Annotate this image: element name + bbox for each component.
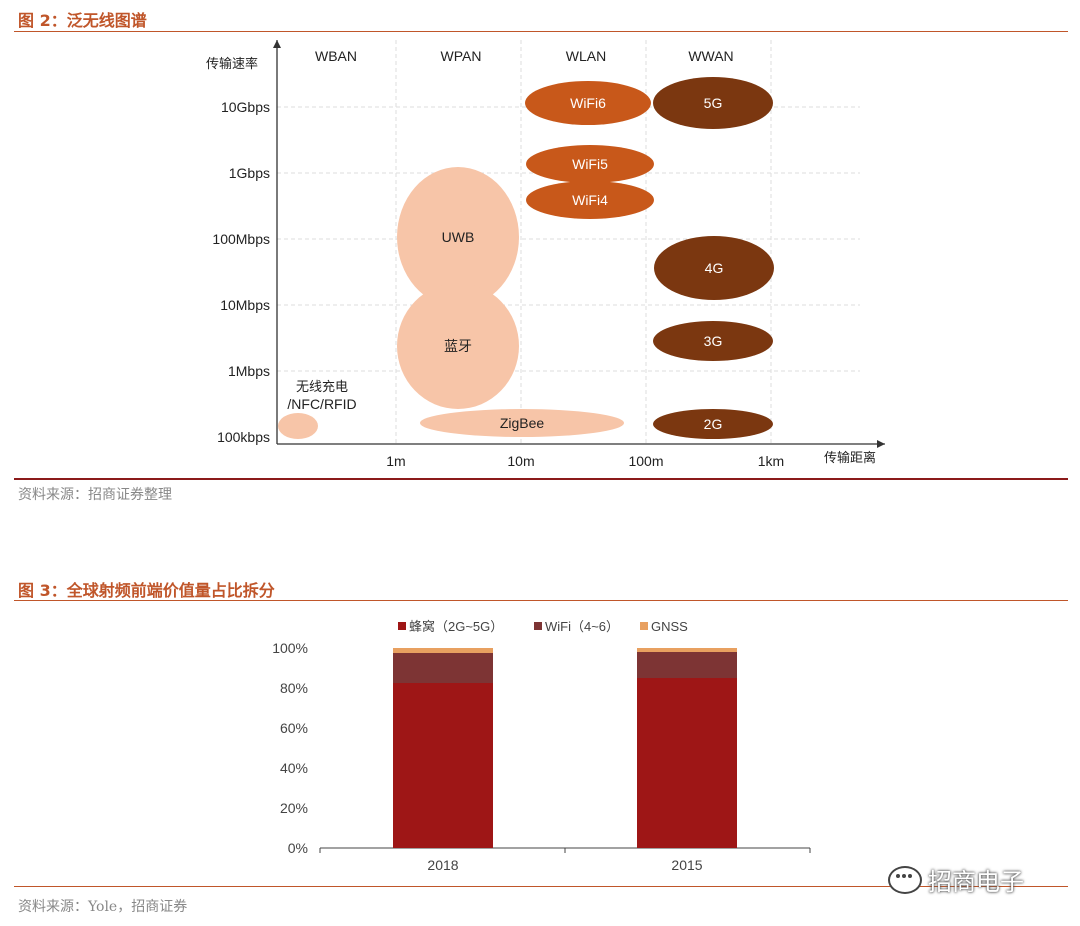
figure3-bottom-rule: [14, 886, 1068, 887]
y-tick-label: 80%: [280, 680, 308, 696]
x-axis-arrow: [877, 440, 885, 448]
bubble-label: 3G: [704, 333, 723, 349]
y-tick-label: 100%: [272, 640, 308, 656]
bar-segment-2015-2: [637, 648, 737, 652]
bar-segment-2018-2: [393, 648, 493, 653]
bubble-2: [526, 145, 654, 183]
bubble-label: /NFC/RFID: [287, 396, 356, 412]
figure3-source: 资料来源：Yole，招商证券: [18, 899, 188, 915]
bubble-label: 4G: [705, 260, 724, 276]
bubble-0: [525, 81, 651, 125]
x-tick-label: 2018: [427, 857, 458, 873]
wireless-spectrum-chart: 100kbps 1Mbps 10Mbps 100Mbps 1Gbps 10Gbps 1m 10…: [206, 40, 885, 469]
bubble-9: [653, 409, 773, 439]
legend-label: WiFi（4~6）: [545, 619, 619, 634]
legend-swatch-0: [398, 622, 406, 630]
bubble-label: ZigBee: [500, 415, 545, 431]
legend-swatch-1: [534, 622, 542, 630]
bubble-4: [397, 167, 519, 307]
x-tick-label: 100m: [628, 453, 663, 469]
bar-segment-2015-1: [637, 652, 737, 678]
y-tick-label: 60%: [280, 720, 308, 736]
bubble-label: 5G: [704, 95, 723, 111]
bar-segment-2018-0: [393, 683, 493, 848]
bar-segment-2018-1: [393, 653, 493, 683]
legend-swatch-2: [640, 622, 648, 630]
figure2-title-rule: [14, 31, 1068, 32]
bubble-label: 2G: [704, 416, 723, 432]
bubble-label: WiFi6: [570, 95, 606, 111]
y-tick-label: 10Gbps: [221, 99, 270, 115]
legend-label: GNSS: [651, 619, 688, 634]
column-header: WBAN: [315, 48, 357, 64]
x-tick-label: 1km: [758, 453, 784, 469]
y-tick-label: 1Mbps: [228, 363, 270, 379]
bar-segment-2015-0: [637, 678, 737, 848]
y-tick-label: 100Mbps: [212, 231, 270, 247]
bubble-1: [653, 77, 773, 129]
y-tick-label: 1Gbps: [229, 165, 270, 181]
column-header: WWAN: [688, 48, 733, 64]
column-header: WPAN: [441, 48, 482, 64]
bubble-10: [278, 413, 318, 439]
bubble-8: [420, 409, 624, 437]
y-tick-label: 20%: [280, 800, 308, 816]
bubble-label: 无线充电: [296, 379, 348, 394]
watermark-text: 招商电子: [928, 868, 1024, 896]
y-tick-label: 100kbps: [217, 429, 270, 445]
bubble-3: [526, 181, 654, 219]
y-tick-label: 10Mbps: [220, 297, 270, 313]
figure3-title: 图 3：全球射频前端价值量占比拆分: [18, 581, 275, 600]
column-header: WLAN: [566, 48, 606, 64]
x-axis-label: 传输距离: [824, 450, 876, 465]
y-tick-label: 0%: [288, 840, 308, 856]
y-axis-label: 传输速率: [206, 56, 258, 71]
bubble-label: UWB: [442, 229, 475, 245]
y-tick-label: 40%: [280, 760, 308, 776]
x-tick-label: 10m: [507, 453, 534, 469]
x-tick-label: 1m: [386, 453, 405, 469]
bubble-5: [654, 236, 774, 300]
figure2-title: 图 2：泛无线图谱: [18, 11, 147, 30]
figure3-title-rule: [14, 600, 1068, 601]
figure2-source: 资料来源：招商证券整理: [18, 487, 172, 503]
figure2-bottom-rule: [14, 478, 1068, 480]
wechat-icon: [888, 865, 922, 894]
y-axis-arrow: [273, 40, 281, 48]
x-tick-label: 2015: [671, 857, 702, 873]
bubble-label: 蓝牙: [444, 338, 472, 354]
bubble-6: [397, 283, 519, 409]
bubble-label: WiFi4: [572, 192, 608, 208]
bubble-label: WiFi5: [572, 156, 608, 172]
watermark: 招商电子: [888, 862, 1024, 897]
legend-label: 蜂窝（2G~5G）: [409, 619, 503, 634]
bubble-7: [653, 321, 773, 361]
